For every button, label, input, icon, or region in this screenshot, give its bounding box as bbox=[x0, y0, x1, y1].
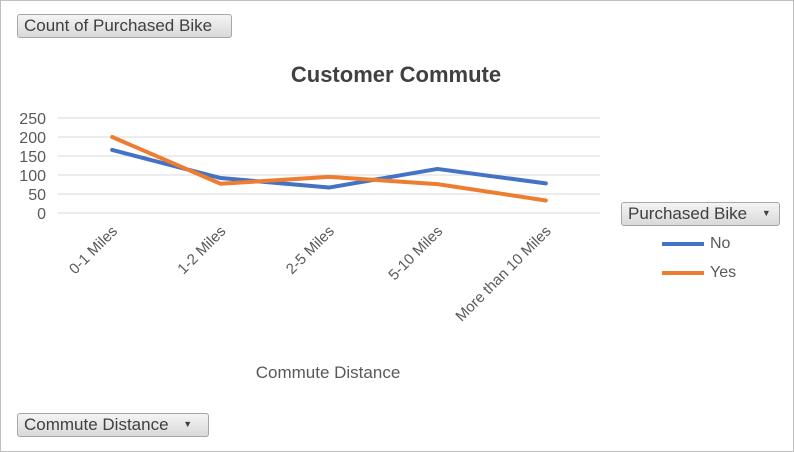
legend-swatch-no bbox=[662, 241, 704, 246]
x-axis-label: Commute Distance bbox=[256, 363, 401, 382]
legend-label-no: No bbox=[710, 235, 731, 252]
x-tick-label: 2-5 Miles bbox=[283, 223, 338, 278]
x-tick-label: 0-1 Miles bbox=[66, 223, 121, 278]
y-tick-label: 50 bbox=[28, 187, 46, 204]
y-tick-label: 0 bbox=[37, 206, 46, 223]
y-tick-label: 200 bbox=[19, 130, 46, 147]
y-tick-label: 250 bbox=[19, 111, 46, 128]
y-tick-label: 100 bbox=[19, 168, 46, 185]
x-tick-label: 5-10 Miles bbox=[385, 223, 446, 284]
legend-item-yes: Yes bbox=[662, 264, 736, 284]
chevron-down-icon: ▼ bbox=[761, 207, 771, 218]
legend-field-button[interactable]: Purchased Bike ▼ bbox=[621, 202, 780, 226]
y-tick-label: 150 bbox=[19, 149, 46, 166]
legend-field-label: Purchased Bike bbox=[628, 204, 748, 223]
chart-title: Customer Commute bbox=[291, 62, 501, 87]
axis-field-button[interactable]: Commute Distance ▼ bbox=[17, 413, 209, 437]
x-tick-label: More than 10 Miles bbox=[452, 223, 554, 325]
value-field-label: Count of Purchased Bike bbox=[24, 16, 213, 35]
axis-field-label: Commute Distance bbox=[24, 415, 169, 434]
chevron-down-icon: ▼ bbox=[183, 418, 193, 429]
series-line-yes bbox=[110, 135, 548, 203]
legend-label-yes: Yes bbox=[710, 264, 737, 281]
x-tick-label: 1-2 Miles bbox=[174, 223, 229, 278]
legend-swatch-yes bbox=[662, 270, 704, 275]
value-field-button[interactable]: Count of Purchased Bike bbox=[17, 14, 232, 38]
legend-item-no: No bbox=[662, 235, 730, 255]
